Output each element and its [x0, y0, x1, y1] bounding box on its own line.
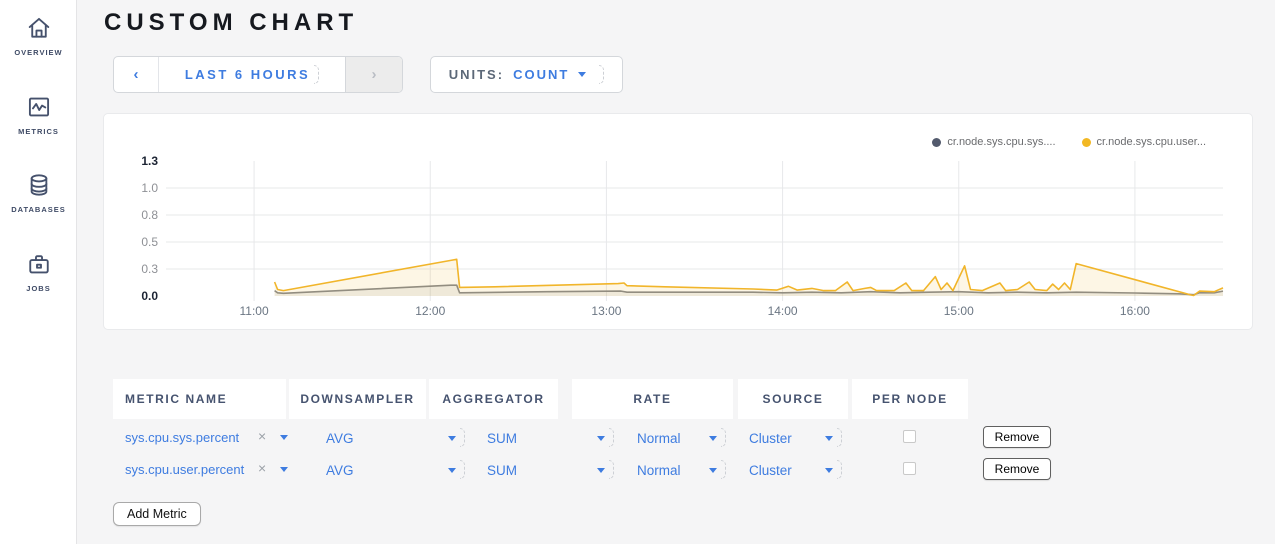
- column-header-rate: RATE: [572, 379, 733, 419]
- dropdown-focus-decoration: [460, 428, 465, 447]
- home-icon: [0, 14, 77, 42]
- time-range-value: LAST 6 HOURS: [184, 67, 311, 82]
- chevron-down-icon: [825, 435, 833, 441]
- column-header-metric-name: METRIC NAME: [113, 379, 286, 419]
- x-axis-tick-label: 15:00: [943, 304, 974, 318]
- sidebar-item-label: OVERVIEW: [14, 48, 63, 57]
- chevron-down-icon: [448, 435, 456, 441]
- y-axis-tick-label: 1.3: [141, 154, 158, 168]
- y-axis-tick-label: 0.8: [141, 208, 158, 222]
- aggregator-select[interactable]: SUM: [487, 427, 614, 449]
- source-select[interactable]: Cluster: [749, 459, 842, 481]
- dropdown-focus-decoration: [837, 460, 842, 479]
- sidebar-item-databases[interactable]: DATABASES: [0, 171, 77, 214]
- aggregator-select[interactable]: SUM: [487, 459, 614, 481]
- per-node-checkbox[interactable]: [903, 430, 916, 443]
- time-range-selector: ‹ LAST 6 HOURS ›: [113, 56, 403, 93]
- time-range-dropdown[interactable]: LAST 6 HOURS: [159, 57, 345, 92]
- metric-name-value[interactable]: sys.cpu.sys.percent: [125, 430, 240, 445]
- dropdown-focus-decoration: [609, 428, 614, 447]
- y-axis-tick-label: 0.0: [141, 289, 158, 303]
- dropdown-focus-decoration: [609, 460, 614, 479]
- chevron-down-icon: [825, 467, 833, 473]
- sidebar-item-overview[interactable]: OVERVIEW: [0, 14, 77, 57]
- rate-value: Normal: [637, 430, 681, 446]
- x-axis-tick-label: 16:00: [1119, 304, 1150, 318]
- chevron-down-icon: [709, 467, 717, 473]
- aggregator-value: SUM: [487, 462, 517, 478]
- column-header-aggregator: AGGREGATOR: [429, 379, 558, 419]
- source-select[interactable]: Cluster: [749, 427, 842, 449]
- sidebar-item-label: JOBS: [26, 284, 51, 293]
- page-title: CUSTOM CHART: [104, 9, 359, 36]
- chart-legend: cr.node.sys.cpu.sys.... cr.node.sys.cpu.…: [932, 136, 1206, 148]
- source-value: Cluster: [749, 430, 792, 446]
- units-dropdown[interactable]: UNITS: COUNT: [430, 56, 623, 93]
- time-range-prev-button[interactable]: ‹: [114, 57, 159, 92]
- legend-label: cr.node.sys.cpu.sys....: [947, 136, 1056, 148]
- dropdown-focus-decoration: [460, 460, 465, 479]
- units-value: COUNT: [513, 67, 570, 82]
- x-axis-tick-label: 12:00: [415, 304, 446, 318]
- rate-select[interactable]: Normal: [637, 459, 726, 481]
- sidebar-item-label: DATABASES: [11, 205, 66, 214]
- column-header-source: SOURCE: [738, 379, 848, 419]
- rate-select[interactable]: Normal: [637, 427, 726, 449]
- aggregator-value: SUM: [487, 430, 517, 446]
- sidebar-item-jobs[interactable]: JOBS: [0, 250, 77, 293]
- clear-metric-icon[interactable]: ×: [258, 428, 267, 444]
- clear-metric-icon[interactable]: ×: [258, 460, 267, 476]
- downsampler-select[interactable]: AVG: [326, 459, 465, 481]
- y-axis-tick-label: 1.0: [141, 181, 158, 195]
- legend-item-sys[interactable]: cr.node.sys.cpu.sys....: [932, 136, 1056, 148]
- rate-value: Normal: [637, 462, 681, 478]
- legend-label: cr.node.sys.cpu.user...: [1096, 136, 1206, 148]
- x-axis-tick-label: 11:00: [239, 304, 269, 318]
- chevron-down-icon: [597, 435, 605, 441]
- x-axis-tick-label: 13:00: [591, 304, 622, 318]
- chevron-down-icon[interactable]: [280, 467, 288, 472]
- legend-dot-icon: [932, 137, 942, 147]
- metric-name-value[interactable]: sys.cpu.user.percent: [125, 462, 245, 477]
- remove-button[interactable]: Remove: [983, 426, 1051, 448]
- column-header-downsampler: DOWNSAMPLER: [289, 379, 426, 419]
- dropdown-focus-decoration: [314, 65, 320, 84]
- legend-item-user[interactable]: cr.node.sys.cpu.user...: [1081, 136, 1206, 148]
- time-range-next-button[interactable]: ›: [345, 57, 402, 92]
- dropdown-focus-decoration: [721, 460, 726, 479]
- chevron-down-icon: [448, 467, 456, 473]
- chevron-down-icon: [709, 435, 717, 441]
- dropdown-focus-decoration: [837, 428, 842, 447]
- table-row: sys.cpu.user.percent × AVG SUM Normal Cl…: [0, 458, 1275, 482]
- briefcase-icon: [0, 250, 77, 278]
- y-axis-tick-label: 0.5: [141, 235, 158, 249]
- dropdown-focus-decoration: [599, 65, 605, 84]
- chevron-left-icon: ‹: [133, 66, 139, 83]
- units-label: UNITS:: [448, 67, 505, 82]
- table-row: sys.cpu.sys.percent × AVG SUM Normal Clu…: [0, 426, 1275, 450]
- chevron-down-icon: [597, 467, 605, 473]
- remove-button[interactable]: Remove: [983, 458, 1051, 480]
- metrics-icon: [0, 93, 77, 121]
- y-axis-tick-label: 0.3: [141, 262, 158, 276]
- x-axis-tick-label: 14:00: [767, 304, 798, 318]
- per-node-checkbox[interactable]: [903, 462, 916, 475]
- chevron-down-icon[interactable]: [280, 435, 288, 440]
- downsampler-value: AVG: [326, 430, 354, 446]
- source-value: Cluster: [749, 462, 792, 478]
- dropdown-focus-decoration: [721, 428, 726, 447]
- legend-dot-icon: [1081, 137, 1091, 147]
- chart-canvas[interactable]: [104, 114, 1252, 329]
- chevron-down-icon: [578, 72, 587, 77]
- column-header-per-node: PER NODE: [852, 379, 968, 419]
- chevron-right-icon: ›: [371, 66, 377, 83]
- downsampler-select[interactable]: AVG: [326, 427, 465, 449]
- downsampler-value: AVG: [326, 462, 354, 478]
- custom-chart-panel: 1.3 1.0 0.8 0.5 0.3 0.0 11:00 12:00 13:00 14:00 1…: [103, 113, 1253, 330]
- sidebar-item-metrics[interactable]: METRICS: [0, 93, 77, 136]
- sidebar-item-label: METRICS: [18, 127, 59, 136]
- sidebar: OVERVIEW METRICS DATABASES: [0, 0, 77, 544]
- database-icon: [0, 171, 77, 199]
- add-metric-button[interactable]: Add Metric: [113, 502, 201, 526]
